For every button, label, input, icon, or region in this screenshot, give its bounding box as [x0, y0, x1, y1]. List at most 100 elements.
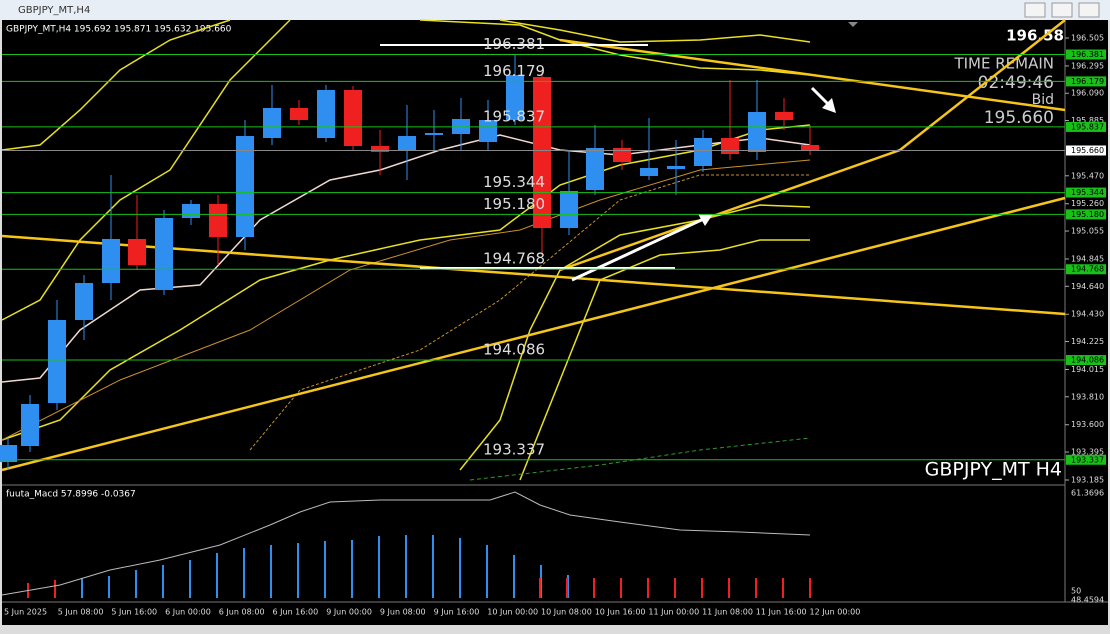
price-label: 196.295	[1071, 61, 1104, 70]
level-axis-label: 195.180	[1071, 210, 1104, 219]
price-label: 196.505	[1071, 34, 1104, 43]
bid-label: Bid	[1032, 92, 1054, 108]
price-label: 193.600	[1071, 420, 1104, 429]
price-label: 194.640	[1071, 282, 1104, 291]
level-axis-label: 194.768	[1071, 265, 1104, 274]
time-label: 12 Jun 00:00	[810, 608, 861, 617]
indicator-line	[1, 491, 811, 596]
time-label: 9 Jun 00:00	[326, 608, 372, 617]
price-label: 195.055	[1071, 227, 1104, 236]
candle-body	[506, 75, 524, 120]
time-label: 9 Jun 16:00	[434, 608, 480, 617]
level-axis-label: 195.344	[1071, 188, 1104, 197]
candle-body	[640, 168, 658, 176]
indicator-line	[1, 196, 1066, 472]
candle-body	[398, 136, 416, 150]
candle-body	[775, 112, 793, 120]
price-label: 193.185	[1071, 475, 1104, 484]
candle-body	[102, 239, 120, 283]
candle-body	[533, 77, 551, 228]
price-label: 196.090	[1071, 89, 1104, 98]
level-label: 193.337	[483, 440, 545, 458]
level-axis-label: 195.837	[1071, 122, 1104, 131]
candle-body	[209, 204, 227, 237]
chart-info: GBPJPY_MT,H4 195.692 195.871 195.632 195…	[6, 25, 232, 35]
macd-axis-label: 50	[1071, 587, 1081, 596]
indicator-line	[249, 174, 810, 451]
indicator-line	[1, 19, 231, 151]
bid-price: 195.660	[984, 108, 1054, 128]
maximize-button[interactable]	[1051, 2, 1073, 18]
time-label: 10 Jun 08:00	[541, 608, 592, 617]
title-bar	[0, 0, 1110, 20]
level-label: 194.086	[483, 341, 545, 359]
candle-body	[263, 108, 281, 138]
indicator-line	[519, 239, 810, 481]
indicator-line	[469, 437, 811, 481]
indicator-line	[499, 19, 811, 43]
level-label: 194.768	[483, 250, 545, 268]
price-label: 193.395	[1071, 448, 1104, 457]
macd-axis-label: 48.4594	[1071, 596, 1104, 605]
time-label: 5 Jun 16:00	[111, 608, 157, 617]
time-label: 11 Jun 00:00	[648, 608, 699, 617]
candle-body	[371, 146, 389, 152]
candle-body	[748, 112, 766, 152]
candle-body	[48, 320, 66, 403]
chart-area	[2, 20, 1108, 625]
arrow-head	[698, 214, 713, 226]
level-label: 196.179	[483, 62, 545, 80]
indicator-line	[1, 159, 811, 441]
time-label: 10 Jun 00:00	[487, 608, 538, 617]
time-label: 11 Jun 08:00	[702, 608, 753, 617]
level-box	[1066, 49, 1106, 60]
level-box	[1066, 355, 1106, 366]
candle-body	[317, 90, 335, 138]
candle-body	[21, 404, 39, 446]
price-label: 194.225	[1071, 337, 1104, 346]
indicator-line	[1, 234, 1066, 316]
minimize-button[interactable]	[1024, 2, 1046, 18]
candle-body	[667, 166, 685, 169]
indicator-line	[559, 38, 1066, 112]
candle-body	[75, 283, 93, 320]
price-label: 195.885	[1071, 116, 1104, 125]
level-label: 195.180	[483, 195, 545, 213]
level-box	[1066, 209, 1106, 220]
arrow-head	[822, 98, 836, 113]
level-axis-label: 196.179	[1071, 77, 1104, 86]
current-price: 195.660	[1071, 146, 1104, 155]
time-label: 5 Jun 08:00	[58, 608, 104, 617]
candle-body	[721, 138, 739, 154]
price-label: 194.845	[1071, 254, 1104, 263]
candle-body	[0, 445, 17, 462]
candle-body	[128, 239, 146, 265]
level-box	[1066, 454, 1106, 465]
symbol-label: GBPJPY_MT H4	[925, 459, 1062, 481]
time-remain: 02:49:46	[978, 73, 1054, 93]
level-box	[1066, 76, 1106, 87]
price-label: 195.470	[1071, 171, 1104, 180]
level-axis-label: 194.086	[1071, 356, 1104, 365]
time-label: 11 Jun 16:00	[756, 608, 807, 617]
scroll-marker	[848, 22, 858, 27]
level-box	[1066, 121, 1106, 132]
price-label: 193.810	[1071, 392, 1104, 401]
current-price-box	[1066, 145, 1106, 156]
level-box	[1066, 264, 1106, 275]
price-label: 195.260	[1071, 199, 1104, 208]
candle-body	[155, 218, 173, 290]
price-label: 194.015	[1071, 365, 1104, 374]
time-label: 10 Jun 16:00	[595, 608, 646, 617]
candle-body	[236, 136, 254, 237]
candle-body	[801, 145, 819, 151]
time-label: 5 Jun 2025	[4, 608, 47, 617]
time-remain-label: TIME REMAIN	[953, 55, 1054, 73]
candle-body	[182, 204, 200, 218]
level-axis-label: 193.337	[1071, 455, 1104, 464]
level-axis-label: 196.381	[1071, 50, 1104, 59]
close-button[interactable]	[1078, 2, 1100, 18]
candle-body	[560, 191, 578, 228]
level-label: 195.837	[483, 107, 545, 125]
